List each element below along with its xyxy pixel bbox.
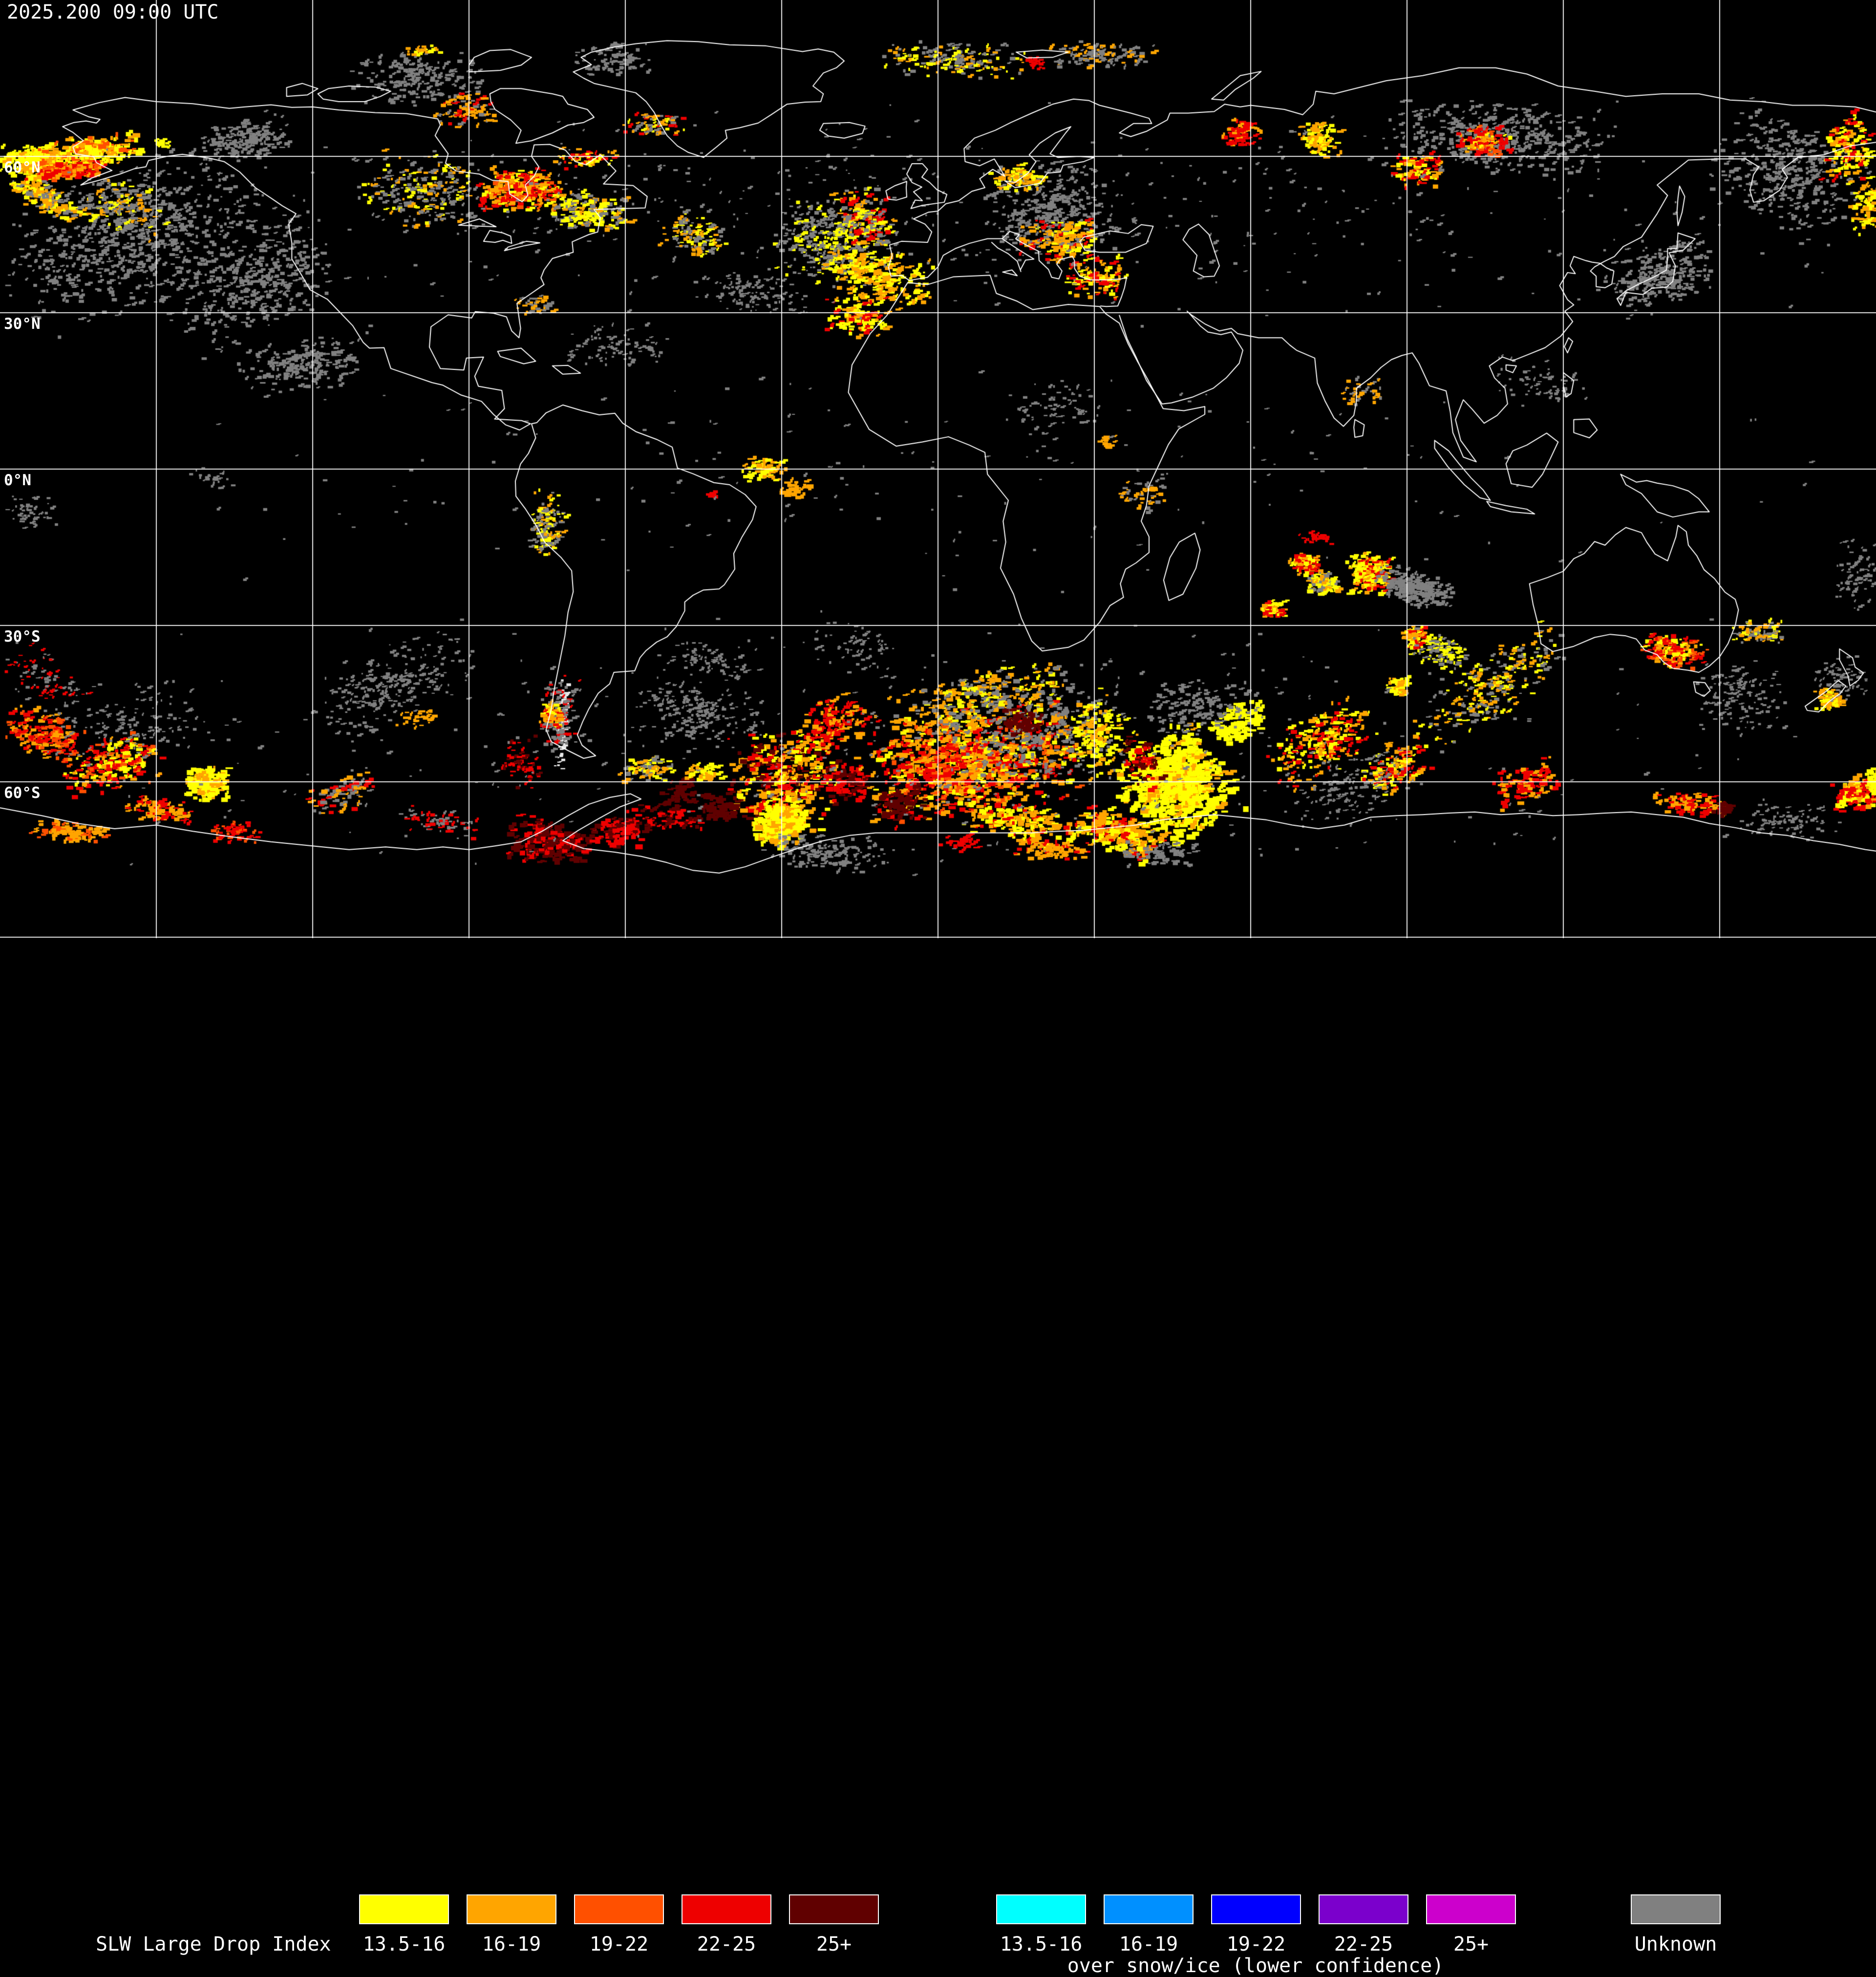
- lat-label--60: 60°S: [4, 784, 41, 802]
- legend-swatch-liquid-0: [359, 1894, 449, 1924]
- lat-label-0: 0°N: [4, 472, 31, 489]
- legend-label-snow_ice-0: 13.5-16: [1000, 1933, 1083, 1956]
- legend-bar: SLW Large Drop Index 13.5-16 16-19 19-22 22…: [0, 938, 1876, 1977]
- legend-swatch-snow_ice-0: [996, 1894, 1086, 1924]
- legend-swatch-snow_ice-2: [1211, 1894, 1301, 1924]
- legend-label-liquid-2: 19-22: [589, 1933, 649, 1956]
- legend-swatch-liquid-2: [574, 1894, 664, 1924]
- legend-swatch-snow_ice-1: [1104, 1894, 1194, 1924]
- legend-label-liquid-4: 25+: [816, 1933, 852, 1956]
- legend-swatch-liquid-3: [682, 1894, 771, 1924]
- legend-label-snow_ice-4: 25+: [1453, 1933, 1489, 1956]
- world-map-canvas: [0, 0, 1876, 938]
- legend-label-snow_ice-3: 22-25: [1334, 1933, 1393, 1956]
- legend-title: SLW Large Drop Index: [96, 1933, 331, 1956]
- lat-label--30: 30°S: [4, 628, 41, 645]
- legend-label-unknown: Unknown: [1634, 1933, 1717, 1956]
- legend-label-liquid-0: 13.5-16: [362, 1933, 446, 1956]
- lat-label-30: 30°N: [4, 315, 41, 333]
- lat-label-60: 60°N: [4, 159, 41, 176]
- legend-swatch-liquid-1: [467, 1894, 556, 1924]
- legend-label-snow_ice-1: 16-19: [1119, 1933, 1178, 1956]
- legend-snow-ice-caption: over snow/ice (lower confidence): [1067, 1955, 1444, 1977]
- legend-label-liquid-3: 22-25: [697, 1933, 756, 1956]
- legend-label-snow_ice-2: 19-22: [1226, 1933, 1286, 1956]
- legend-label-liquid-1: 16-19: [482, 1933, 541, 1956]
- legend-swatch-snow_ice-4: [1426, 1894, 1516, 1924]
- legend-swatch-liquid-4: [789, 1894, 879, 1924]
- legend-swatch-unknown: [1631, 1894, 1721, 1924]
- timestamp: 2025.200 09:00 UTC: [7, 1, 219, 23]
- legend-swatch-snow_ice-3: [1319, 1894, 1408, 1924]
